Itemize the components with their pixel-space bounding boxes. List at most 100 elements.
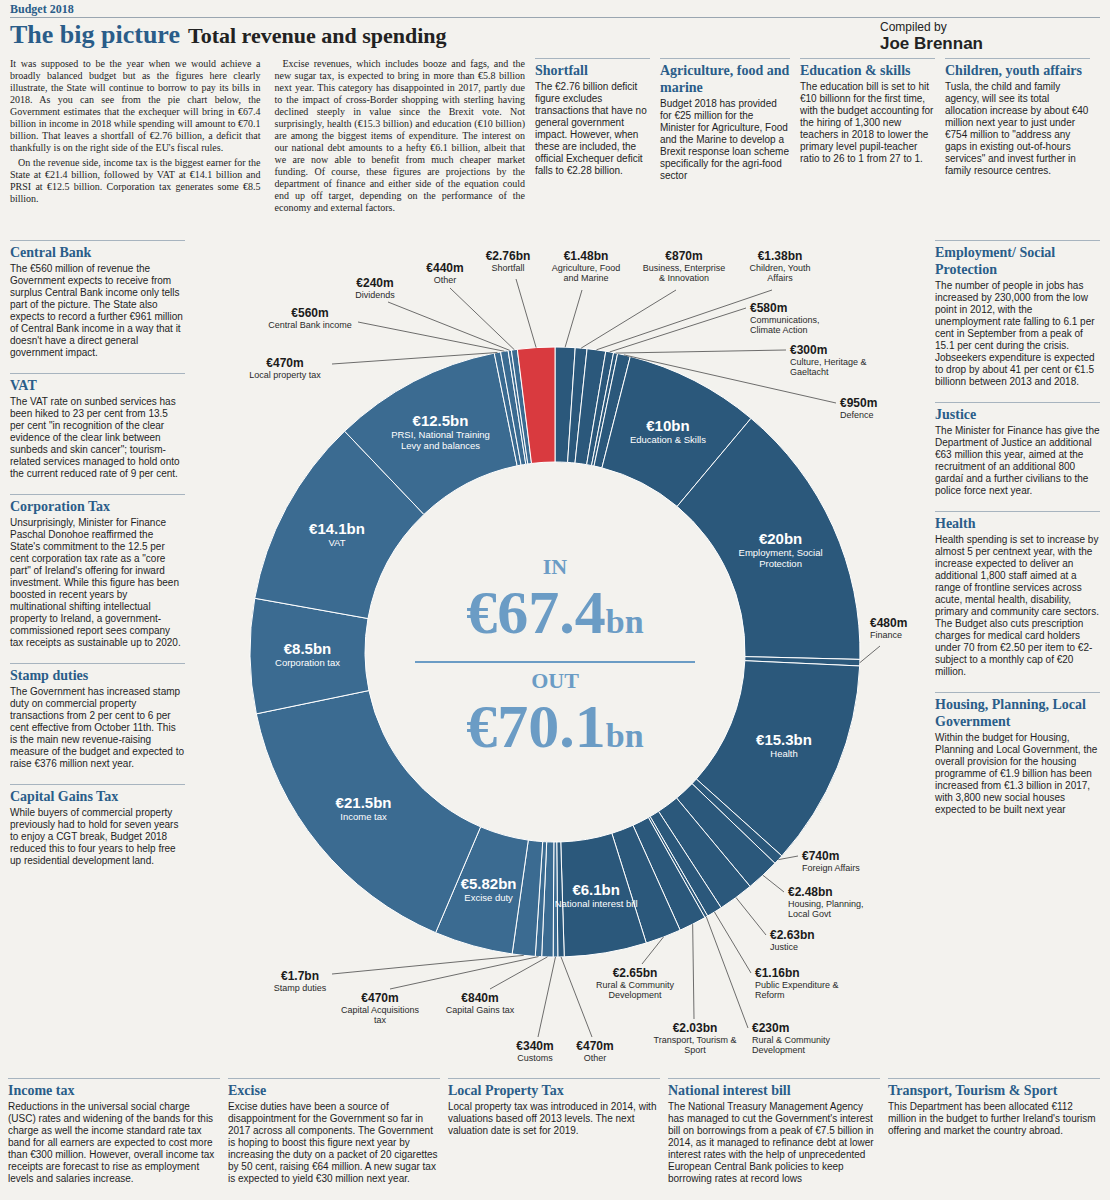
svg-text:Customs: Customs (517, 1053, 553, 1063)
svg-text:€470m: €470m (576, 1039, 613, 1053)
svg-text:Communications,: Communications, (750, 315, 820, 325)
svg-text:€740m: €740m (802, 849, 839, 863)
html-text:Unsurprisingly, Minister for F: Unsurprisingly, Minister for Finance Pas… (10, 517, 181, 648)
svg-text:Local Govt: Local Govt (788, 909, 832, 919)
svg-text:€5.82bn: €5.82bn (461, 875, 517, 892)
html-text:Excise duties have been a sour: Excise duties have been a source of disa… (228, 1101, 438, 1184)
svg-text:Climate Action: Climate Action (750, 325, 808, 335)
svg-text:tax: tax (374, 1015, 387, 1025)
html-text:€70.1bn: €70.1bn (466, 692, 644, 760)
html-text:While buyers of commercial pro: While buyers of commercial property prev… (10, 807, 179, 866)
svg-text:Employment, Social: Employment, Social (739, 547, 823, 558)
svg-text:Other: Other (584, 1053, 607, 1063)
svg-text:€1.7bn: €1.7bn (281, 969, 319, 983)
svg-text:Affairs: Affairs (767, 273, 793, 283)
svg-text:€2.63bn: €2.63bn (770, 928, 815, 942)
svg-text:Local property tax: Local property tax (249, 370, 321, 380)
svg-text:€2.76bn: €2.76bn (486, 249, 531, 263)
svg-text:€1.38bn: €1.38bn (758, 249, 803, 263)
svg-text:Protection: Protection (759, 558, 802, 569)
svg-text:Finance: Finance (870, 630, 902, 640)
svg-text:€840m: €840m (461, 991, 498, 1005)
svg-text:Rural & Community: Rural & Community (596, 980, 675, 990)
svg-text:Development: Development (608, 990, 662, 1000)
html-text:€67.4bn: €67.4bn (466, 578, 644, 646)
html-text:Budget 2018 has provided for €: Budget 2018 has provided for €25 million… (660, 98, 789, 181)
svg-text:Housing, Planning,: Housing, Planning, (788, 899, 864, 909)
html-text:The €2.76 billion deficit figu: The €2.76 billion deficit figure exclude… (535, 81, 647, 176)
svg-text:Children, Youth: Children, Youth (749, 263, 810, 273)
svg-text:Agriculture, Food: Agriculture, Food (552, 263, 621, 273)
svg-text:Foreign Affairs: Foreign Affairs (802, 863, 860, 873)
svg-text:Dividends: Dividends (355, 290, 395, 300)
svg-text:€8.5bn: €8.5bn (284, 640, 332, 657)
svg-text:€230m: €230m (752, 1021, 789, 1035)
svg-text:Other: Other (434, 275, 457, 285)
svg-text:Capital Acquisitions: Capital Acquisitions (341, 1005, 420, 1015)
svg-text:€2.03bn: €2.03bn (673, 1021, 718, 1035)
svg-text:Business, Enterprise: Business, Enterprise (643, 263, 726, 273)
svg-text:Stamp duties: Stamp duties (274, 983, 327, 993)
svg-text:€14.1bn: €14.1bn (309, 520, 365, 537)
svg-text:National interest bill: National interest bill (555, 898, 638, 909)
html-text:The VAT rate on sunbed service: The VAT rate on sunbed services has been… (10, 396, 180, 479)
html-text:Tusla, the child and family ag: Tusla, the child and family agency, will… (945, 81, 1089, 176)
html-text:Health spending is set to incr: Health spending is set to increase by al… (935, 534, 1099, 677)
svg-text:€440m: €440m (426, 261, 463, 275)
svg-text:Education & Skills: Education & Skills (630, 434, 706, 445)
svg-text:€10bn: €10bn (646, 417, 689, 434)
svg-text:VAT: VAT (328, 537, 345, 548)
svg-text:€1.16bn: €1.16bn (755, 966, 800, 980)
svg-text:Corporation tax: Corporation tax (275, 657, 340, 668)
svg-text:Justice: Justice (770, 942, 798, 952)
html-text:It was supposed to be the year: It was supposed to be the year when we w… (10, 58, 261, 153)
svg-text:€470m: €470m (361, 991, 398, 1005)
html-text:The National Treasury Manageme: The National Treasury Management Agency … (668, 1101, 874, 1184)
svg-text:Rural & Community: Rural & Community (752, 1035, 831, 1045)
svg-text:Transport, Tourism &: Transport, Tourism & (653, 1035, 736, 1045)
svg-text:Shortfall: Shortfall (491, 263, 524, 273)
svg-text:Culture, Heritage &: Culture, Heritage & (790, 357, 867, 367)
svg-text:Capital Gains tax: Capital Gains tax (446, 1005, 515, 1015)
svg-text:€240m: €240m (356, 276, 393, 290)
svg-text:Levy and balances: Levy and balances (401, 440, 480, 451)
html-text:The Minister for Finance has g: The Minister for Finance has give the De… (935, 425, 1100, 496)
svg-text:€12.5bn: €12.5bn (413, 412, 469, 429)
svg-text:€950m: €950m (840, 396, 877, 410)
svg-text:Reform: Reform (755, 990, 785, 1000)
svg-text:Sport: Sport (684, 1045, 706, 1055)
svg-text:€21.5bn: €21.5bn (336, 794, 392, 811)
svg-text:Public Expenditure &: Public Expenditure & (755, 980, 839, 990)
svg-text:Health: Health (770, 748, 797, 759)
svg-text:€2.65bn: €2.65bn (613, 966, 658, 980)
html-text:Within the budget for Housing,: Within the budget for Housing, Planning … (935, 732, 1098, 815)
svg-text:and Marine: and Marine (563, 273, 608, 283)
svg-text:€870m: €870m (665, 249, 702, 263)
svg-text:€300m: €300m (790, 343, 827, 357)
svg-text:€580m: €580m (750, 301, 787, 315)
svg-text:Defence: Defence (840, 410, 874, 420)
html-text:Reductions in the universal so: Reductions in the universal social charg… (8, 1101, 215, 1184)
svg-text:Income tax: Income tax (340, 811, 387, 822)
svg-text:Excise duty: Excise duty (464, 892, 513, 903)
svg-text:Development: Development (752, 1045, 806, 1055)
html-text:The Government has increased s: The Government has increased stamp duty … (10, 686, 184, 769)
svg-text:€340m: €340m (516, 1039, 553, 1053)
svg-text:Central Bank income: Central Bank income (268, 320, 352, 330)
html-text:Excise revenues, which include: Excise revenues, which includes booze an… (274, 58, 525, 213)
svg-text:€470m: €470m (266, 356, 303, 370)
html-text:On the revenue side, income ta: On the revenue side, income tax is the b… (10, 157, 261, 204)
svg-text:€20bn: €20bn (759, 530, 802, 547)
svg-text:€2.48bn: €2.48bn (788, 885, 833, 899)
svg-text:€560m: €560m (291, 306, 328, 320)
html-text:The education bill is set to h: The education bill is set to hit €10 bil… (800, 81, 934, 164)
svg-text:& Innovation: & Innovation (659, 273, 709, 283)
svg-text:€480m: €480m (870, 616, 907, 630)
html-text:The number of people in jobs h: The number of people in jobs has increas… (935, 280, 1095, 387)
svg-text:€15.3bn: €15.3bn (756, 731, 812, 748)
svg-text:PRSI, National Training: PRSI, National Training (391, 429, 490, 440)
svg-text:€1.48bn: €1.48bn (564, 249, 609, 263)
svg-text:€6.1bn: €6.1bn (572, 881, 620, 898)
html-text:The €560 million of revenue th: The €560 million of revenue the Governme… (10, 263, 183, 358)
svg-text:Gaeltacht: Gaeltacht (790, 367, 829, 377)
